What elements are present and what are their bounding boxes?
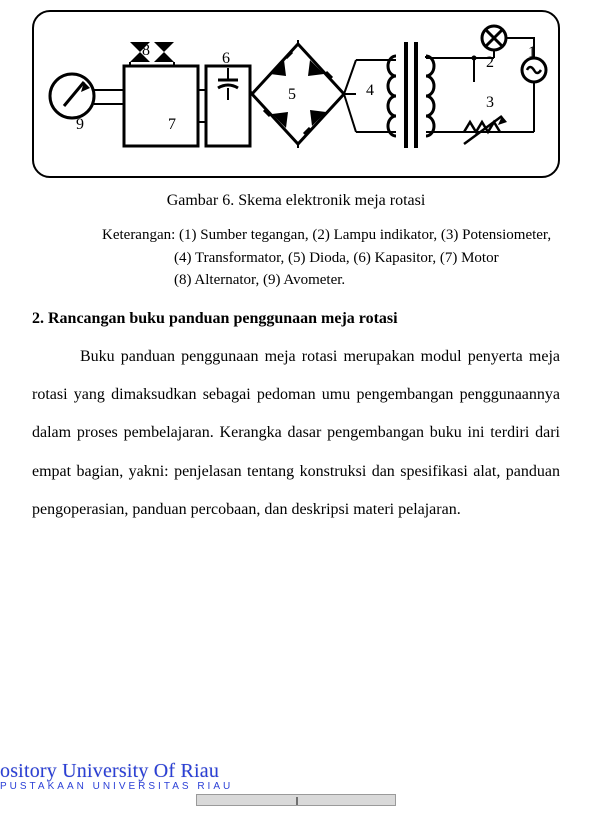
footer-title: ository University Of Riau	[0, 760, 592, 783]
transformer-icon	[344, 42, 434, 148]
section-title: 2. Rancangan buku panduan penggunaan mej…	[32, 310, 560, 328]
schematic-label-5: 5	[288, 86, 296, 104]
schematic-label-7: 7	[168, 116, 176, 134]
schematic-label-4: 4	[366, 82, 374, 100]
avometer-icon	[50, 74, 94, 118]
footer-subtitle: PUSTAKAAN UNIVERSITAS RIAU	[0, 781, 592, 792]
diode-bridge-icon	[250, 40, 356, 148]
section-body: Buku panduan penggunaan meja rotasi meru…	[32, 338, 560, 530]
schematic-diagram: 1 2 3 4 5 6 7 8 9	[32, 10, 560, 178]
schematic-label-6: 6	[222, 50, 230, 68]
legend-line-2: (4) Transformator, (5) Dioda, (6) Kapasi…	[102, 247, 560, 270]
schematic-label-3: 3	[486, 94, 494, 112]
legend-line-1: Keterangan: (1) Sumber tegangan, (2) Lam…	[102, 224, 560, 247]
figure-caption: Gambar 6. Skema elektronik meja rotasi	[32, 192, 560, 210]
legend-line-3: (8) Alternator, (9) Avometer.	[102, 269, 560, 292]
schematic-label-8: 8	[142, 42, 150, 60]
schematic-label-2: 2	[486, 54, 494, 72]
capacitor-box-icon	[198, 66, 250, 146]
figure-legend: Keterangan: (1) Sumber tegangan, (2) Lam…	[32, 224, 560, 292]
alternator-icon	[130, 42, 174, 66]
footer-scrollbar	[196, 794, 396, 806]
schematic-label-1: 1	[528, 44, 536, 62]
schematic-container: 1 2 3 4 5 6 7 8 9 Gambar 6. Skema elektr…	[32, 10, 560, 292]
lamp-indicator-icon	[482, 26, 506, 50]
schematic-label-9: 9	[76, 116, 84, 134]
potentiometer-icon	[464, 116, 507, 144]
schematic-svg	[34, 12, 562, 180]
page-footer: ository University Of Riau PUSTAKAAN UNI…	[0, 760, 592, 806]
